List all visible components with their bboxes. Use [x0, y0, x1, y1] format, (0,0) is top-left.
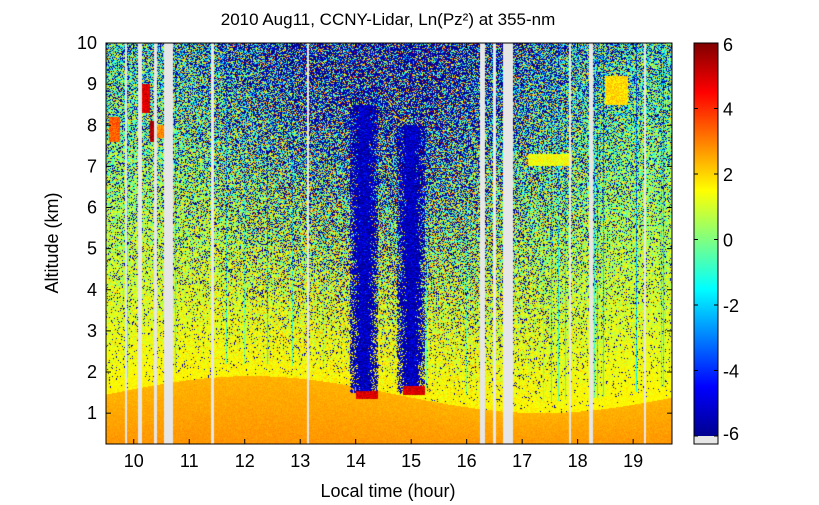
colorbar-tick-label: 2 [723, 165, 733, 185]
colorbar-tick-label: -6 [723, 424, 739, 444]
colorbar-nodata-swatch [694, 436, 718, 444]
y-tick-label: 2 [87, 362, 97, 382]
colorbar-tick-label: 6 [723, 35, 733, 55]
x-tick-label: 17 [512, 451, 532, 471]
colorbar-tick-label: 0 [723, 231, 733, 251]
y-axis-label: Altitude (km) [42, 192, 62, 293]
x-tick-label: 18 [568, 451, 588, 471]
plot-frame [105, 42, 673, 445]
x-tick-label: 10 [124, 451, 144, 471]
y-tick-label: 8 [87, 115, 97, 135]
x-tick-label: 16 [457, 451, 477, 471]
x-tick-label: 14 [346, 451, 366, 471]
chart-title: 2010 Aug11, CCNY-Lidar, Ln(Pz²) at 355-n… [221, 10, 556, 29]
x-tick-label: 15 [401, 451, 421, 471]
y-tick-label: 6 [87, 198, 97, 218]
x-axis-label: Local time (hour) [320, 481, 455, 501]
heatmap-image [106, 43, 672, 444]
y-tick-label: 4 [87, 280, 97, 300]
plot-area [105, 42, 673, 445]
y-tick-label: 5 [87, 239, 97, 259]
y-tick-label: 1 [87, 403, 97, 423]
y-tick-label: 9 [87, 74, 97, 94]
x-axis: 10 11 12 13 14 15 16 17 18 19 [124, 43, 643, 471]
colorbar-tick-label: -4 [723, 362, 739, 382]
y-tick-label: 3 [87, 321, 97, 341]
colorbar-ticks: 6 4 2 0 -2 -4 -6 [694, 35, 739, 444]
colorbar-tick-label: -2 [723, 296, 739, 316]
colorbar-frame [693, 42, 719, 445]
x-tick-label: 13 [290, 451, 310, 471]
x-tick-label: 11 [180, 451, 199, 471]
x-tick-label: 19 [623, 451, 643, 471]
y-tick-label: 10 [77, 33, 97, 53]
x-tick-label: 12 [235, 451, 255, 471]
y-tick-label: 7 [87, 156, 97, 176]
y-axis: 1 2 3 4 5 6 7 8 9 10 [77, 33, 672, 423]
colorbar-tick-label: 4 [723, 100, 733, 120]
colorbar: 6 4 2 0 -2 -4 -6 [693, 35, 739, 445]
